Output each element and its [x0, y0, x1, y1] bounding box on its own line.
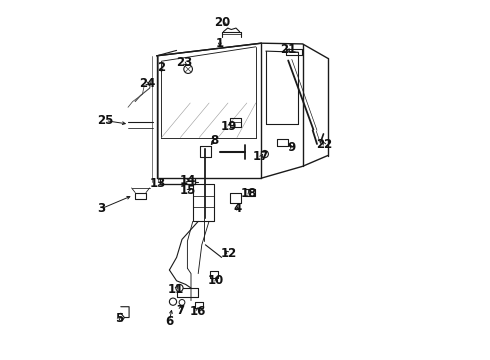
Text: 24: 24 [139, 77, 155, 90]
Text: 15: 15 [179, 184, 196, 197]
Text: 12: 12 [220, 247, 237, 260]
Text: 5: 5 [115, 312, 123, 325]
Text: 1: 1 [216, 37, 224, 50]
Text: 17: 17 [253, 150, 270, 163]
Text: 23: 23 [176, 56, 192, 69]
Text: 22: 22 [316, 138, 332, 150]
Text: 20: 20 [215, 16, 231, 29]
Text: 11: 11 [168, 283, 184, 296]
Text: 2: 2 [157, 61, 166, 74]
Text: 7: 7 [176, 304, 184, 317]
Text: 6: 6 [165, 315, 173, 328]
Text: 16: 16 [189, 305, 206, 318]
Text: 21: 21 [280, 43, 296, 56]
Circle shape [179, 300, 185, 305]
Text: 10: 10 [208, 274, 224, 287]
Text: 25: 25 [97, 114, 114, 127]
Circle shape [184, 65, 193, 73]
Text: 3: 3 [97, 202, 105, 215]
Text: 9: 9 [288, 141, 296, 154]
Circle shape [176, 284, 183, 292]
Text: 13: 13 [150, 177, 166, 190]
Circle shape [170, 298, 176, 305]
Text: 4: 4 [234, 202, 242, 215]
Text: 18: 18 [241, 187, 258, 200]
Text: 8: 8 [210, 134, 219, 147]
Circle shape [261, 150, 269, 158]
Text: 19: 19 [220, 120, 237, 133]
Text: 14: 14 [179, 174, 196, 187]
